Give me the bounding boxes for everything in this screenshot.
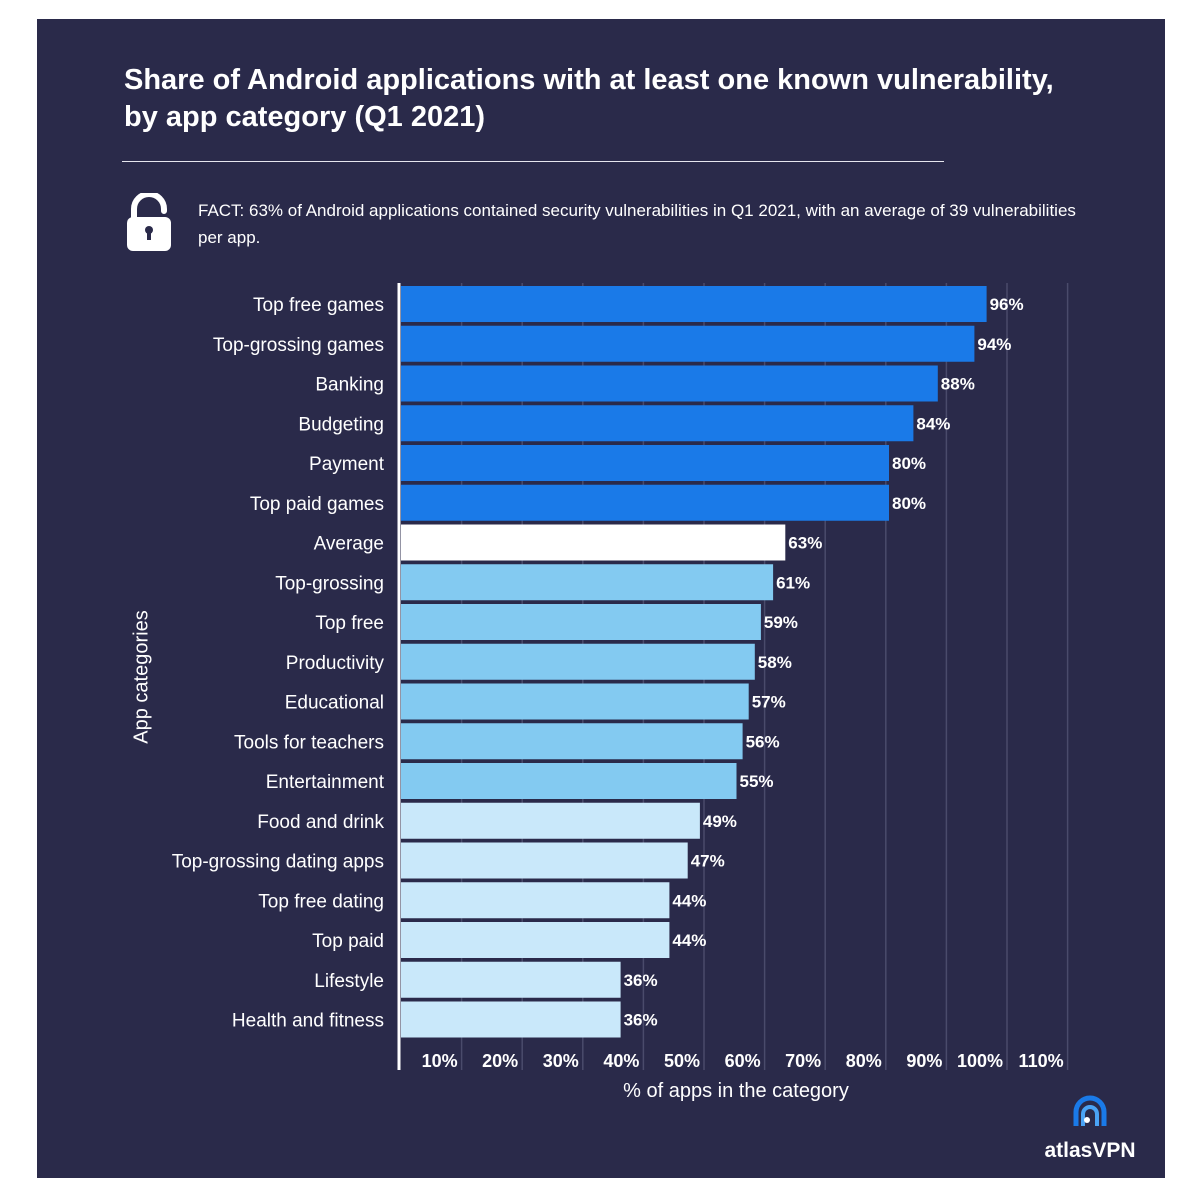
category-label: Health and fitness <box>232 1011 384 1032</box>
category-label: Top free dating <box>258 891 384 912</box>
category-label: Food and drink <box>257 812 384 833</box>
category-label: Payment <box>309 454 385 475</box>
data-label: 56% <box>746 732 780 751</box>
category-label: Banking <box>315 375 384 396</box>
bar <box>401 763 737 799</box>
fact-text: FACT: 63% of Android applications contai… <box>198 201 1076 247</box>
x-tick-label: 100% <box>957 1051 1003 1071</box>
bar <box>401 286 987 322</box>
bar <box>401 325 975 362</box>
x-tick-label: 90% <box>906 1051 942 1071</box>
data-label: 84% <box>916 414 950 433</box>
y-axis-label: App categories <box>130 610 153 744</box>
data-label: 63% <box>788 534 822 553</box>
bar <box>401 643 755 680</box>
atlasvpn-logo: atlasVPN <box>1038 1094 1142 1163</box>
bar <box>401 365 938 402</box>
bar <box>401 484 889 521</box>
data-label: 80% <box>892 494 926 513</box>
x-tick-label: 80% <box>846 1051 882 1071</box>
data-label: 88% <box>941 375 975 394</box>
category-label: Top free <box>315 613 384 634</box>
x-tick-label: 50% <box>664 1051 700 1071</box>
data-label: 96% <box>990 295 1024 314</box>
data-label: 44% <box>672 891 706 910</box>
chart-title: Share of Android applications with at le… <box>124 64 1054 133</box>
data-label: 47% <box>691 852 725 871</box>
category-label: Top-grossing games <box>213 335 384 356</box>
category-label: Top paid <box>312 931 384 952</box>
bar <box>401 405 914 442</box>
bar <box>401 961 621 998</box>
x-tick-label: 20% <box>482 1051 518 1071</box>
category-label: Top paid games <box>250 494 384 515</box>
bar <box>401 524 786 561</box>
bar <box>401 1001 621 1038</box>
data-label: 44% <box>672 931 706 950</box>
bar <box>401 445 889 481</box>
category-label: Budgeting <box>298 414 384 435</box>
data-label: 61% <box>776 573 810 592</box>
category-label: Tools for teachers <box>234 732 384 753</box>
x-tick-label: 110% <box>1019 1051 1064 1071</box>
bar <box>401 922 670 958</box>
data-label: 36% <box>624 1011 658 1030</box>
category-label: Productivity <box>286 653 385 674</box>
category-label: Top free games <box>253 295 384 316</box>
data-label: 80% <box>892 454 926 473</box>
category-label: Top-grossing <box>275 573 384 594</box>
x-tick-label: 30% <box>543 1051 579 1071</box>
data-label: 94% <box>977 335 1011 354</box>
category-label: Educational <box>285 693 384 714</box>
brand-name: atlasVPN <box>1044 1139 1136 1162</box>
bar <box>401 802 700 839</box>
bar <box>401 683 749 720</box>
category-label: Lifestyle <box>314 971 384 992</box>
x-tick-label: 40% <box>603 1051 639 1071</box>
title-divider <box>122 161 944 162</box>
unlocked-padlock-icon <box>127 193 171 251</box>
data-label: 57% <box>752 693 786 712</box>
data-label: 58% <box>758 653 792 672</box>
category-label: Entertainment <box>266 772 385 793</box>
data-label: 49% <box>703 812 737 831</box>
bar <box>401 564 774 601</box>
data-label: 36% <box>624 971 658 990</box>
x-axis-label: % of apps in the category <box>623 1080 849 1102</box>
bar <box>401 604 761 640</box>
bar <box>401 723 743 760</box>
x-tick-label: 70% <box>785 1051 821 1071</box>
data-label: 55% <box>740 772 774 791</box>
atlasvpn-logo-icon <box>1073 1095 1107 1126</box>
x-tick-label: 10% <box>422 1051 458 1071</box>
category-label: Average <box>314 534 384 555</box>
category-label: Top-grossing dating apps <box>172 852 384 873</box>
data-label: 59% <box>764 613 798 632</box>
bar <box>401 842 688 879</box>
bar <box>401 882 670 919</box>
x-tick-label: 60% <box>725 1051 761 1071</box>
